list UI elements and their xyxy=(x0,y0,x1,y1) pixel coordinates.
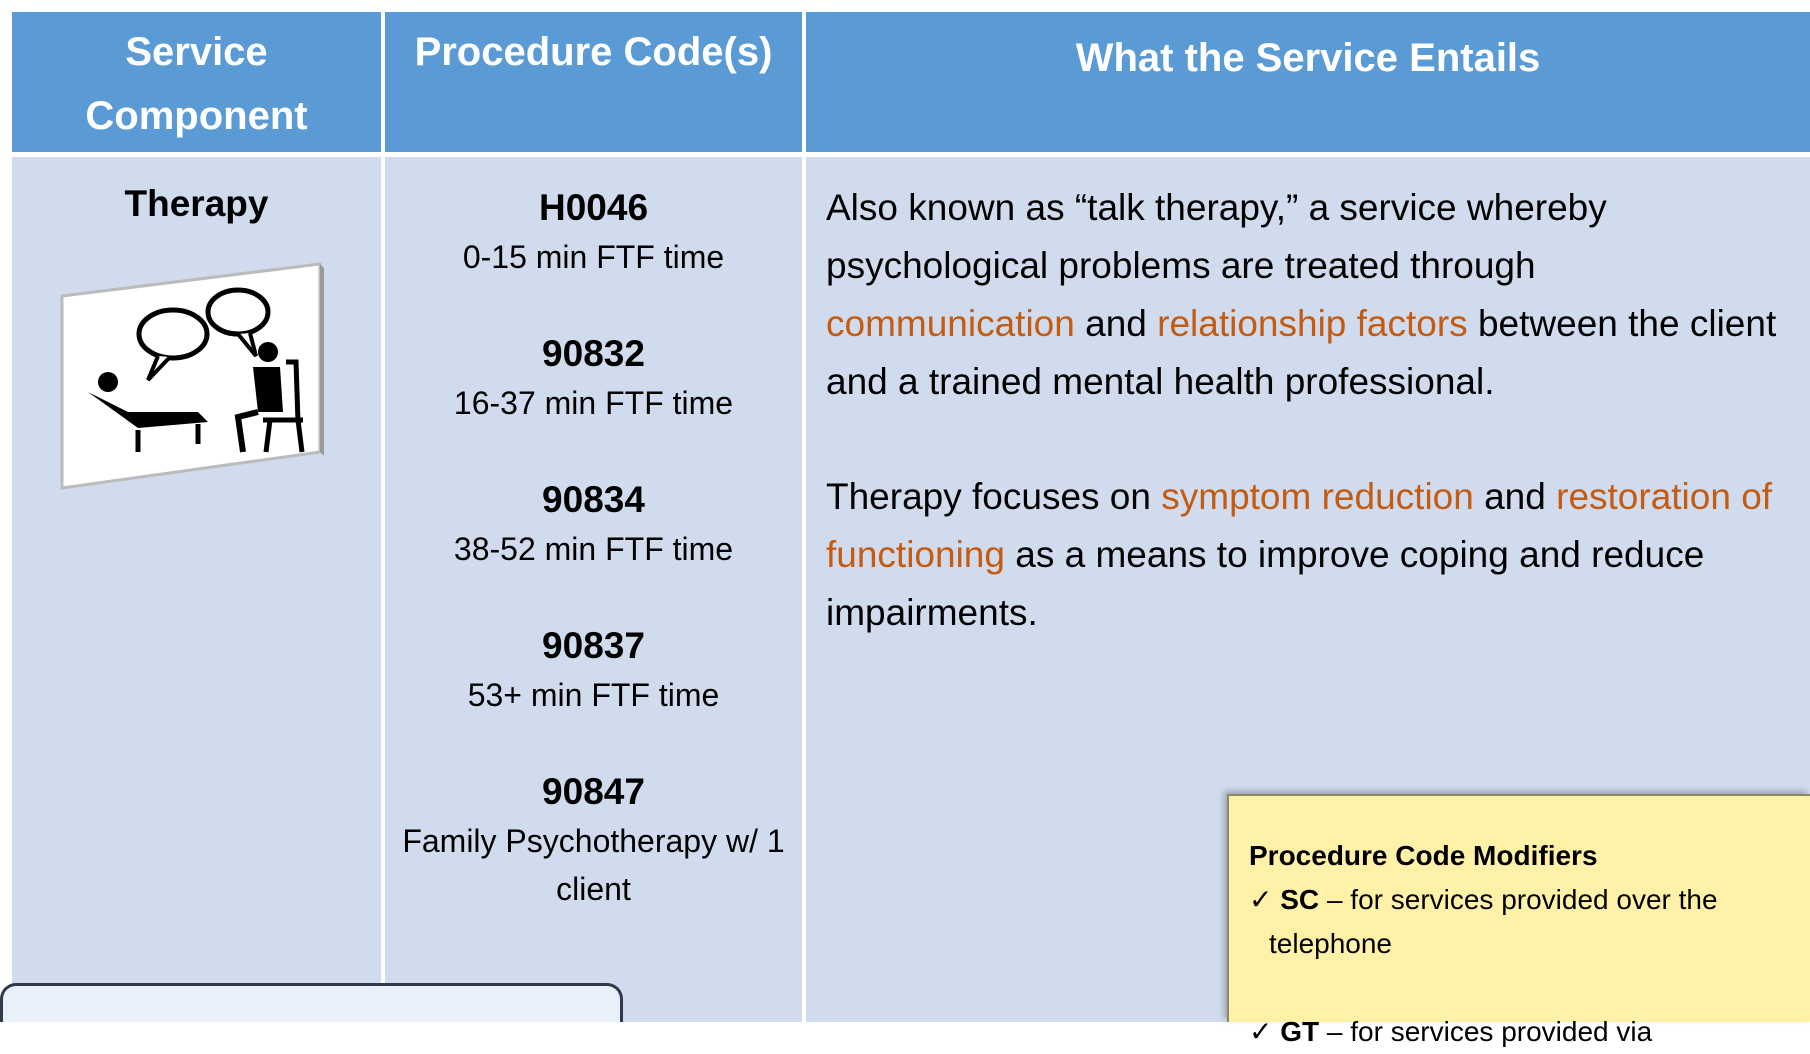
code-description: 0-15 min FTF time xyxy=(462,239,725,275)
text: and xyxy=(1473,476,1557,517)
code-description: 53+ min FTF time xyxy=(467,677,720,713)
description-paragraph: Therapy focuses on symptom reduction and… xyxy=(826,468,1790,642)
text: between the client and a trained mental … xyxy=(826,303,1777,402)
code-description: 38-52 min FTF time xyxy=(453,531,734,567)
component-name: Therapy xyxy=(124,183,269,224)
text: and xyxy=(1074,303,1158,344)
description-paragraph: Also known as “talk therapy,” a service … xyxy=(826,179,1790,411)
note-box xyxy=(0,983,623,1022)
modifier-text: – for services provided over the telepho… xyxy=(1269,884,1718,959)
code-item: 90847 Family Psychotherapy w/ 1 client xyxy=(385,767,802,913)
accent-text: communication xyxy=(826,303,1075,344)
procedure-code: 90837 xyxy=(542,625,645,666)
code-item: H0046 0-15 min FTF time xyxy=(385,183,802,281)
text: as a means to improve coping and reduce … xyxy=(826,534,1705,633)
code-item: 90837 53+ min FTF time xyxy=(385,621,802,719)
accent-text: restoration of functioning xyxy=(826,476,1773,575)
procedure-code: 90834 xyxy=(542,479,645,520)
code-item: 90832 16-37 min FTF time xyxy=(385,329,802,427)
page: {"table": { "headers": ["Service Compone… xyxy=(0,12,1810,1047)
code-item: 90834 38-52 min FTF time xyxy=(385,475,802,573)
modifiers-title: Procedure Code Modifiers xyxy=(1249,840,1598,871)
header-cell: Service Component xyxy=(12,12,381,152)
text: Also known as “talk therapy,” a service … xyxy=(826,187,1607,286)
modifier-code: GT xyxy=(1280,1016,1320,1047)
code-description: Family Psychotherapy w/ 1 client xyxy=(402,823,785,907)
procedure-code: 90832 xyxy=(542,333,645,374)
accent-text: symptom reduction xyxy=(1161,476,1474,517)
text: Therapy focuses on xyxy=(826,476,1162,517)
codes-cell: H0046 0-15 min FTF time 90832 16-37 min FTF… xyxy=(385,157,802,1022)
modifier-code: SC xyxy=(1280,884,1320,915)
header-cell: What the Service Entails xyxy=(806,12,1810,152)
modifiers-box: Procedure Code Modifiers ✓ SC – for serv… xyxy=(1227,794,1810,1047)
procedure-code: 90847 xyxy=(542,771,645,812)
code-description: 16-37 min FTF time xyxy=(453,385,734,421)
modifier-text: – for services provided via xyxy=(1326,1016,1653,1047)
modifier-item: ✓ GT – for services provided via xyxy=(1249,1016,1653,1047)
modifier-item: ✓ SC – for services provided over the te… xyxy=(1249,884,1718,959)
procedure-code: H0046 xyxy=(538,187,649,228)
accent-text: relationship factors xyxy=(1157,303,1468,344)
therapy-icon xyxy=(60,262,324,490)
header-cell: Procedure Code(s) xyxy=(385,12,802,152)
